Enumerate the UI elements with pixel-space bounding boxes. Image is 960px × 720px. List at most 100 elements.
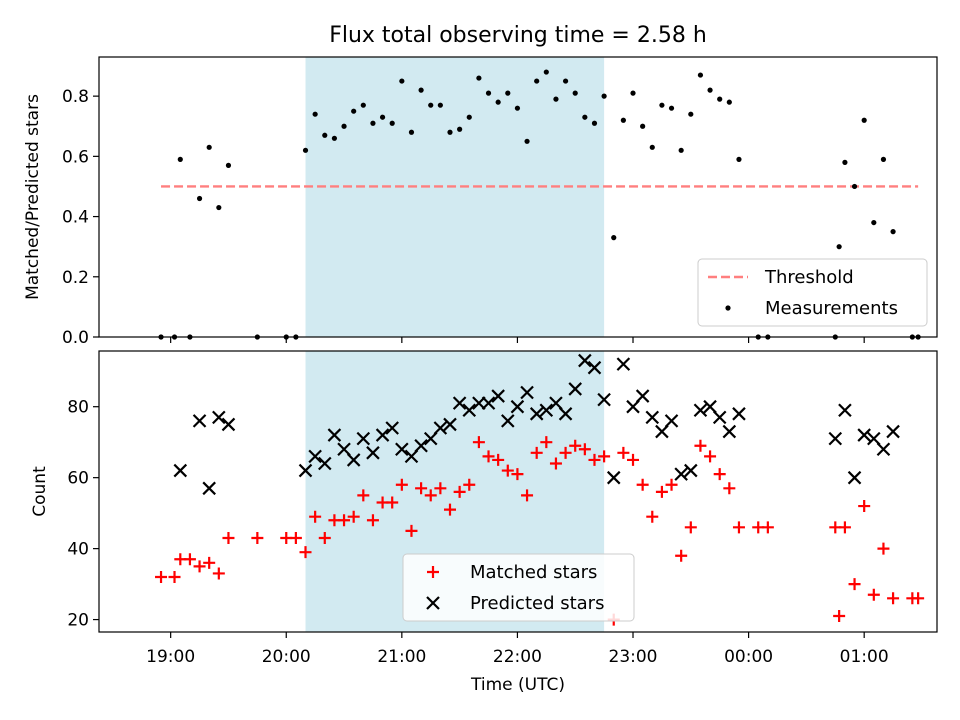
matched-point [559,446,572,459]
measurement-point [871,219,877,226]
predicted-point [192,414,207,428]
measurement-point [601,93,607,99]
predicted-point [173,463,188,478]
measurement-point [851,183,858,190]
predicted-point [414,438,428,453]
measurement-point [379,114,386,120]
predicted-point [674,467,688,481]
legend-threshold-label: Threshold [764,267,854,288]
matched-point [848,578,861,591]
y-tick-label: 0.2 [62,268,89,288]
matched-point [203,556,216,569]
predicted-point [529,407,544,421]
matched-point [549,457,562,470]
matched-point [617,446,630,459]
predicted-point [423,431,438,446]
predicted-point [318,456,332,471]
predicted-point [597,392,611,407]
y-tick-label: 40 [67,540,89,560]
matched-point [395,478,408,491]
matched-point [732,521,745,534]
matched-point [386,496,399,509]
y-tick-label: 80 [67,398,89,418]
matched-point [501,464,514,477]
predicted-stars-points [173,353,900,496]
top-legend-box [697,258,928,327]
predicted-point [385,421,399,435]
predicted-point [626,399,640,414]
predicted-point [606,470,621,485]
measurement-point [408,129,415,135]
predicted-point [578,353,592,368]
x-tick-label: 20:00 [262,647,311,667]
measurement-point [351,108,357,114]
predicted-point [443,417,457,432]
measurement-point [447,129,453,135]
predicted-point [867,431,881,446]
measurement-point [389,120,395,126]
y-tick-label: 0.6 [62,147,89,167]
matched-point [521,489,534,502]
predicted-point [520,385,534,400]
predicted-point [838,403,852,418]
bottom-x-ticks: 19:00 20:00 21:00 22:00 23:00 00:00 01:00 [146,632,889,667]
matched-point [761,521,774,534]
matched-point [492,453,505,466]
bottom-y-axis-label: Count [30,466,50,517]
measurement-point [399,78,405,84]
measurement-point [457,126,463,132]
measurement-point [842,159,848,165]
predicted-point [539,403,554,418]
measurement-point [659,102,665,108]
measurement-point [726,99,732,105]
predicted-point [452,396,467,410]
matched-point [453,485,466,498]
matched-point [838,521,851,534]
predicted-point [616,357,631,371]
measurement-point [630,90,636,96]
predicted-point [645,410,660,425]
measurement-point [322,132,328,138]
matched-point [877,542,890,555]
top-y-ticks: 0.0 0.2 0.4 0.6 0.8 [62,87,99,348]
matched-point [155,571,168,584]
x-tick-label: 01:00 [840,647,889,667]
measurement-point [476,75,482,81]
legend-predicted-label: Predicted stars [470,593,604,614]
predicted-point [327,428,342,442]
measurement-point [206,144,212,150]
predicted-point [433,421,448,435]
bottom-legend-box [402,553,635,622]
measurement-point [524,138,530,144]
measurement-point [216,204,222,211]
bottom-y-ticks: 20 40 60 80 [67,398,99,631]
matched-point [309,510,322,523]
legend-matched-marker [427,566,439,578]
matched-point [704,450,717,463]
matched-point [887,592,900,605]
measurement-point [534,78,540,84]
predicted-point [462,403,477,418]
top-legend: Threshold Measurements [697,258,928,327]
matched-point [415,482,428,495]
legend-predicted-swatch [426,596,440,610]
measurement-point [591,120,598,126]
measurement-point [225,162,232,168]
predicted-point [212,410,226,425]
x-tick-label: 19:00 [146,647,195,667]
measurement-point [562,78,569,84]
measurement-point [196,195,203,202]
predicted-point [732,407,746,421]
matched-point [833,610,846,623]
measurement-point [620,117,626,123]
matched-point [578,443,591,456]
predicted-point [664,414,679,428]
measurement-point [611,235,617,241]
predicted-point [501,414,515,428]
measurement-point [341,123,347,129]
matched-point [463,478,476,491]
predicted-point [404,449,419,464]
matched-point [646,510,659,523]
matched-point [627,453,640,466]
